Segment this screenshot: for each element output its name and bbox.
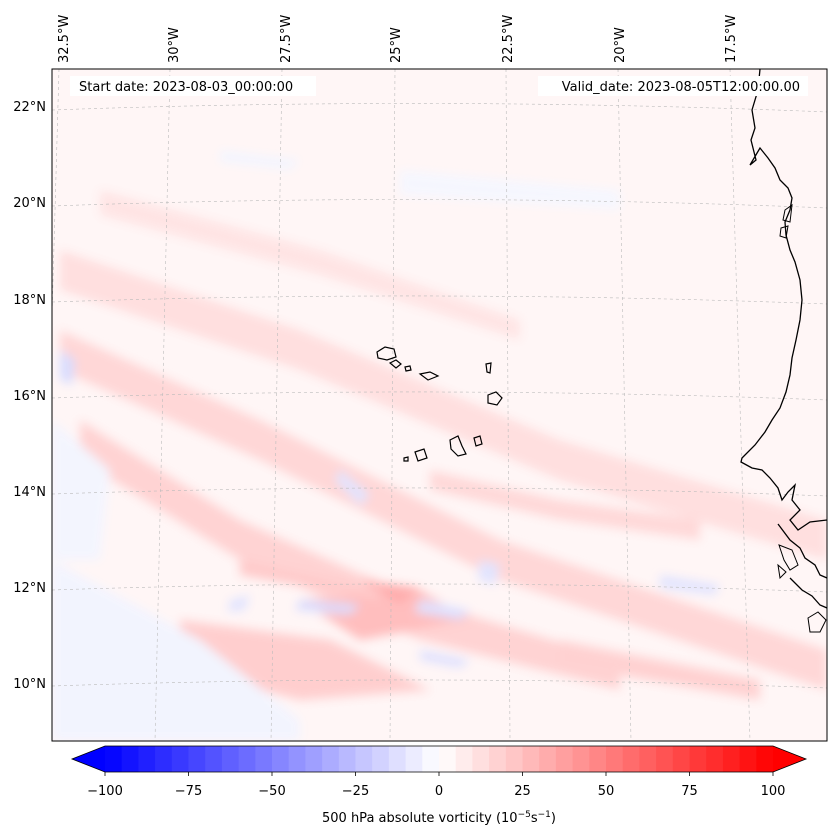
colorbar-segment bbox=[355, 746, 373, 772]
valid-date-box bbox=[538, 76, 808, 96]
colorbar-tick-label: 75 bbox=[681, 784, 698, 799]
map-frame bbox=[51, 68, 828, 742]
colorbar-tick-label: 100 bbox=[761, 784, 786, 799]
africa-coastline bbox=[740, 69, 827, 531]
colorbar-segment bbox=[221, 746, 240, 772]
colorbar-label: 500 hPa absolute vorticity (10−5s−1) bbox=[322, 810, 556, 826]
colorbar-segment bbox=[472, 746, 490, 772]
colorbar-segment bbox=[288, 746, 306, 772]
colorbar-segment bbox=[455, 746, 473, 772]
colorbar-segment bbox=[722, 746, 741, 772]
lon-label: 27.5°W bbox=[279, 15, 294, 63]
colorbar-tick-label: 0 bbox=[435, 784, 443, 799]
latitude-labels: 22°N 20°N 18°N 16°N 14°N 12°N 10°N bbox=[13, 100, 46, 692]
colorbar-segment bbox=[756, 746, 774, 772]
colorbar-segment bbox=[322, 746, 340, 772]
colorbar-segment bbox=[689, 746, 707, 772]
valid-date-label: Valid_date: 2023-08-05T12:00:00.00 bbox=[562, 80, 800, 95]
colorbar-segment bbox=[639, 746, 657, 772]
colorbar-segment bbox=[121, 746, 139, 772]
colorbar-segment bbox=[138, 746, 156, 772]
colorbar-segment bbox=[338, 746, 357, 772]
colorbar-segments bbox=[105, 746, 774, 772]
longitude-labels: 32.5°W 30°W 27.5°W 25°W 22.5°W 20°W 17.5… bbox=[57, 15, 739, 63]
colorbar-segment bbox=[505, 746, 524, 772]
colorbar-segment bbox=[672, 746, 691, 772]
colorbar: −100 −75 −50 −25 0 25 50 75 100 500 hPa absolute… bbox=[70, 745, 808, 826]
colorbar-segment bbox=[706, 746, 724, 772]
lat-label: 10°N bbox=[13, 677, 46, 692]
colorbar-extend-min bbox=[72, 746, 105, 772]
lat-label: 20°N bbox=[13, 196, 46, 211]
colorbar-segment bbox=[255, 746, 273, 772]
colorbar-segment bbox=[606, 746, 624, 772]
colorbar-segment bbox=[372, 746, 390, 772]
colorbar-tick-label: −75 bbox=[175, 784, 202, 799]
colorbar-ticks: −100 −75 −50 −25 0 25 50 75 100 bbox=[87, 772, 785, 799]
colorbar-segment bbox=[589, 746, 607, 772]
lat-label: 16°N bbox=[13, 389, 46, 404]
cape-verde-islands bbox=[376, 346, 503, 462]
colorbar-segment bbox=[572, 746, 590, 772]
lon-label: 22.5°W bbox=[501, 15, 516, 63]
colorbar-tick-label: 25 bbox=[514, 784, 531, 799]
start-date-label: Start date: 2023-08-03_00:00:00 bbox=[79, 80, 293, 95]
colorbar-segment bbox=[238, 746, 256, 772]
lat-label: 18°N bbox=[13, 293, 46, 308]
lon-label: 32.5°W bbox=[57, 15, 72, 63]
colorbar-segment bbox=[155, 746, 173, 772]
colorbar-tick-label: 50 bbox=[598, 784, 615, 799]
colorbar-extend-max bbox=[773, 746, 806, 772]
colorbar-segment bbox=[539, 746, 557, 772]
colorbar-segment bbox=[171, 746, 190, 772]
lon-label: 25°W bbox=[389, 27, 404, 63]
colorbar-segment bbox=[105, 746, 123, 772]
lon-label: 30°W bbox=[167, 27, 182, 63]
lon-label: 17.5°W bbox=[724, 15, 739, 63]
lat-label: 22°N bbox=[13, 100, 46, 115]
graticule bbox=[52, 69, 827, 741]
colorbar-segment bbox=[388, 746, 407, 772]
colorbar-segment bbox=[555, 746, 574, 772]
colorbar-segment bbox=[489, 746, 507, 772]
colorbar-segment bbox=[739, 746, 757, 772]
colorbar-segment bbox=[422, 746, 440, 772]
lat-label: 12°N bbox=[13, 581, 46, 596]
colorbar-tick-label: −50 bbox=[258, 784, 285, 799]
colorbar-segment bbox=[305, 746, 323, 772]
colorbar-tick-label: −100 bbox=[87, 784, 123, 799]
lat-label: 14°N bbox=[13, 485, 46, 500]
lon-label: 20°W bbox=[613, 27, 628, 63]
colorbar-segment bbox=[272, 746, 290, 772]
colorbar-segment bbox=[622, 746, 640, 772]
vorticity-field bbox=[52, 69, 827, 741]
colorbar-segment bbox=[439, 746, 457, 772]
start-date-box bbox=[70, 76, 316, 96]
colorbar-segment bbox=[205, 746, 223, 772]
colorbar-tick-label: −25 bbox=[342, 784, 369, 799]
colorbar-segment bbox=[405, 746, 423, 772]
colorbar-segment bbox=[656, 746, 674, 772]
colorbar-segment bbox=[188, 746, 206, 772]
colorbar-segment bbox=[522, 746, 540, 772]
